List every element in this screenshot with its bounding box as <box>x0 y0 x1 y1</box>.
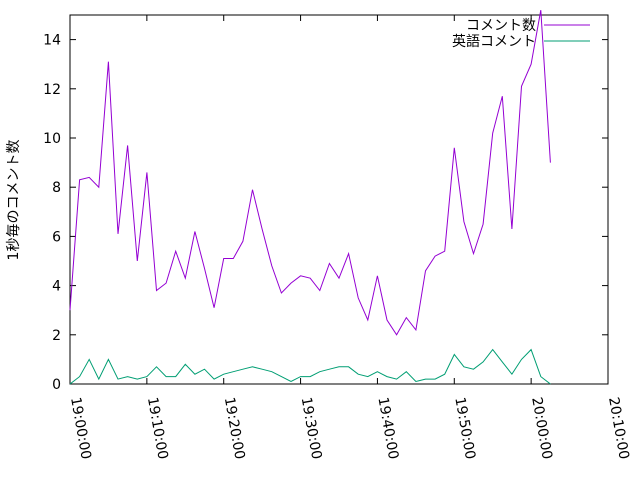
x-tick-label: 20:10:00 <box>605 396 632 461</box>
x-tick-label: 19:20:00 <box>221 396 248 461</box>
y-tick-label: 8 <box>52 180 61 196</box>
x-tick-label: 19:40:00 <box>374 396 401 461</box>
legend-label: 英語コメント <box>452 33 536 50</box>
y-tick-label: 4 <box>52 279 61 295</box>
y-tick-label: 10 <box>43 131 61 147</box>
data-line <box>69 348 551 385</box>
y-axis-label: 1秒毎のコメント数 <box>6 140 22 261</box>
y-tick-label: 6 <box>52 229 61 245</box>
y-tick-label: 0 <box>52 377 61 393</box>
data-line <box>69 10 551 336</box>
plot-border <box>69 14 609 385</box>
x-tick-label: 19:00:00 <box>67 396 94 461</box>
y-tick-label: 2 <box>52 328 61 344</box>
y-tick-label: 14 <box>43 33 61 49</box>
x-tick-label: 20:00:00 <box>528 396 555 461</box>
x-tick-label: 19:10:00 <box>144 396 171 461</box>
legend-label: コメント数 <box>466 18 536 34</box>
y-tick-label: 12 <box>43 82 61 98</box>
x-tick-label: 19:50:00 <box>451 396 478 461</box>
x-tick-label: 19:30:00 <box>298 396 325 461</box>
